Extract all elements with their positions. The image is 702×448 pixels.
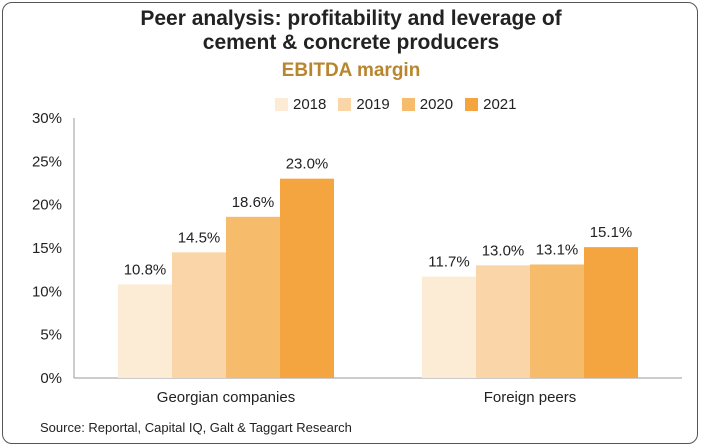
y-tick-label: 15%	[32, 240, 62, 257]
source-note: Source: Reportal, Capital IQ, Galt & Tag…	[40, 420, 352, 435]
data-label: 11.7%	[428, 254, 469, 271]
y-tick-label: 10%	[32, 283, 62, 300]
y-tick-label: 30%	[32, 110, 62, 127]
bar-2020-georgian	[226, 216, 280, 378]
bar-2019-foreign	[476, 265, 530, 378]
bar-2018-georgian	[118, 284, 172, 378]
bar-2019-georgian	[172, 252, 226, 378]
data-label: 23.0%	[286, 156, 329, 173]
bar-2021-georgian	[280, 178, 334, 378]
legend-item-2019: 2019	[338, 96, 390, 113]
data-label: 18.6%	[232, 194, 275, 211]
legend-swatch-2019	[338, 98, 352, 111]
legend-swatch-2020	[401, 98, 415, 111]
legend-label-2020: 2020	[419, 96, 454, 113]
y-tick-label: 25%	[32, 153, 62, 170]
legend-swatch-2021	[465, 98, 479, 111]
legend: 2018 2019 2020 2021	[275, 96, 517, 113]
bar-2018-foreign	[422, 276, 476, 378]
x-category-label: Foreign peers	[484, 389, 577, 406]
y-tick-label: 0%	[40, 370, 62, 387]
data-label: 13.1%	[536, 241, 579, 258]
data-label: 15.1%	[590, 224, 633, 241]
bar-2021-foreign	[584, 247, 638, 378]
legend-label-2021: 2021	[483, 96, 517, 113]
data-label: 14.5%	[178, 229, 221, 246]
bar-2020-foreign	[530, 264, 584, 378]
legend-swatch-2018	[275, 98, 288, 111]
data-label: 10.8%	[124, 261, 167, 278]
chart-title-line-1: Peer analysis: profitability and leverag…	[140, 7, 562, 30]
chart-frame	[2, 2, 698, 444]
data-label: 13.0%	[482, 242, 525, 259]
legend-label-2018: 2018	[293, 96, 327, 113]
legend-label-2019: 2019	[356, 96, 390, 113]
y-tick-label: 20%	[32, 197, 62, 214]
legend-item-2021: 2021	[465, 96, 517, 113]
x-category-label: Georgian companies	[157, 389, 295, 406]
legend-item-2020: 2020	[401, 96, 454, 113]
y-tick-label: 5%	[40, 327, 62, 344]
chart-title-line-2: cement & concrete producers	[202, 31, 500, 54]
legend-item-2018: 2018	[275, 96, 326, 113]
chart-subtitle: EBITDA margin	[281, 60, 421, 81]
